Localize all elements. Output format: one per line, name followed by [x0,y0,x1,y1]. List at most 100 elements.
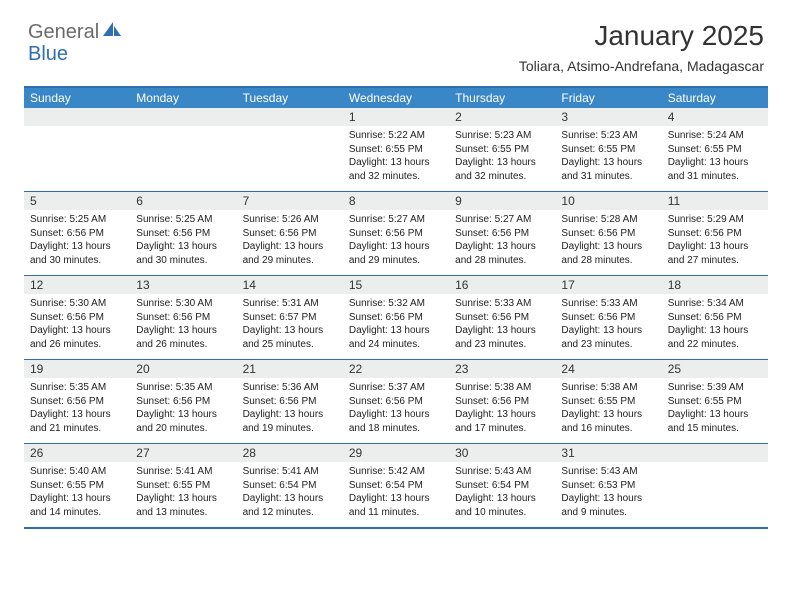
date-number: 1 [343,108,449,126]
daylight-line-1: Daylight: 13 hours [668,324,762,338]
daylight-line-1: Daylight: 13 hours [136,240,230,254]
sunset-line: Sunset: 6:55 PM [561,143,655,157]
sunset-line: Sunset: 6:54 PM [243,479,337,493]
day-cell: Sunrise: 5:30 AMSunset: 6:56 PMDaylight:… [130,294,236,359]
daylight-line-2: and 16 minutes. [561,422,655,436]
day-cell: Sunrise: 5:23 AMSunset: 6:55 PMDaylight:… [449,126,555,191]
day-cell [130,126,236,191]
sunrise-line: Sunrise: 5:38 AM [561,381,655,395]
sunset-line: Sunset: 6:56 PM [561,227,655,241]
sunset-line: Sunset: 6:56 PM [561,311,655,325]
sunrise-line: Sunrise: 5:33 AM [455,297,549,311]
day-cell: Sunrise: 5:35 AMSunset: 6:56 PMDaylight:… [24,378,130,443]
sunrise-line: Sunrise: 5:25 AM [136,213,230,227]
date-number [662,444,768,462]
sunset-line: Sunset: 6:54 PM [349,479,443,493]
sunset-line: Sunset: 6:55 PM [349,143,443,157]
date-number-row: 567891011 [24,192,768,210]
week-row: 19202122232425Sunrise: 5:35 AMSunset: 6:… [24,360,768,444]
day-cell: Sunrise: 5:35 AMSunset: 6:56 PMDaylight:… [130,378,236,443]
month-title: January 2025 [519,20,764,52]
daylight-line-2: and 23 minutes. [455,338,549,352]
date-number: 27 [130,444,236,462]
date-number: 10 [555,192,661,210]
daylight-line-2: and 32 minutes. [455,170,549,184]
daylight-line-1: Daylight: 13 hours [349,324,443,338]
week-row: 567891011Sunrise: 5:25 AMSunset: 6:56 PM… [24,192,768,276]
day-cell: Sunrise: 5:30 AMSunset: 6:56 PMDaylight:… [24,294,130,359]
logo-text-block: General Blue [28,20,123,66]
date-number: 24 [555,360,661,378]
sunrise-line: Sunrise: 5:41 AM [243,465,337,479]
sunset-line: Sunset: 6:56 PM [455,311,549,325]
sunrise-line: Sunrise: 5:27 AM [349,213,443,227]
date-number-row: 1234 [24,108,768,126]
date-number [24,108,130,126]
day-cell [24,126,130,191]
daylight-line-2: and 22 minutes. [668,338,762,352]
daylight-line-1: Daylight: 13 hours [30,492,124,506]
day-header: Thursday [449,88,555,108]
daylight-line-1: Daylight: 13 hours [30,324,124,338]
daylight-line-2: and 19 minutes. [243,422,337,436]
daylight-line-2: and 30 minutes. [30,254,124,268]
date-number: 12 [24,276,130,294]
date-number-row: 262728293031 [24,444,768,462]
week-row: 1234Sunrise: 5:22 AMSunset: 6:55 PMDayli… [24,108,768,192]
sunset-line: Sunset: 6:56 PM [136,395,230,409]
date-number: 22 [343,360,449,378]
daylight-line-2: and 28 minutes. [455,254,549,268]
daylight-line-2: and 24 minutes. [349,338,443,352]
sunset-line: Sunset: 6:56 PM [30,227,124,241]
daylight-line-2: and 11 minutes. [349,506,443,520]
daylight-line-2: and 26 minutes. [136,338,230,352]
day-cell: Sunrise: 5:29 AMSunset: 6:56 PMDaylight:… [662,210,768,275]
day-cell: Sunrise: 5:28 AMSunset: 6:56 PMDaylight:… [555,210,661,275]
daylight-line-1: Daylight: 13 hours [136,324,230,338]
sunset-line: Sunset: 6:56 PM [30,311,124,325]
date-number: 16 [449,276,555,294]
daylight-line-2: and 28 minutes. [561,254,655,268]
day-cell: Sunrise: 5:32 AMSunset: 6:56 PMDaylight:… [343,294,449,359]
day-cell: Sunrise: 5:42 AMSunset: 6:54 PMDaylight:… [343,462,449,527]
daylight-line-2: and 21 minutes. [30,422,124,436]
date-number: 2 [449,108,555,126]
day-cell: Sunrise: 5:37 AMSunset: 6:56 PMDaylight:… [343,378,449,443]
daylight-line-1: Daylight: 13 hours [561,240,655,254]
sunrise-line: Sunrise: 5:23 AM [455,129,549,143]
sunset-line: Sunset: 6:56 PM [455,395,549,409]
sunset-line: Sunset: 6:56 PM [243,395,337,409]
day-header: Friday [555,88,661,108]
week-row: 12131415161718Sunrise: 5:30 AMSunset: 6:… [24,276,768,360]
date-number: 17 [555,276,661,294]
date-number: 19 [24,360,130,378]
date-number: 8 [343,192,449,210]
sunset-line: Sunset: 6:56 PM [136,227,230,241]
day-header: Saturday [662,88,768,108]
sunrise-line: Sunrise: 5:32 AM [349,297,443,311]
daylight-line-2: and 9 minutes. [561,506,655,520]
daylight-line-1: Daylight: 13 hours [243,492,337,506]
daylight-line-1: Daylight: 13 hours [455,492,549,506]
daylight-line-1: Daylight: 13 hours [349,408,443,422]
daylight-line-1: Daylight: 13 hours [668,156,762,170]
sunrise-line: Sunrise: 5:40 AM [30,465,124,479]
daylight-line-1: Daylight: 13 hours [243,408,337,422]
daylight-line-2: and 15 minutes. [668,422,762,436]
sunset-line: Sunset: 6:56 PM [349,311,443,325]
day-header: Sunday [24,88,130,108]
day-cell: Sunrise: 5:27 AMSunset: 6:56 PMDaylight:… [343,210,449,275]
sunrise-line: Sunrise: 5:41 AM [136,465,230,479]
daylight-line-1: Daylight: 13 hours [243,324,337,338]
date-number: 29 [343,444,449,462]
date-number: 21 [237,360,343,378]
sunset-line: Sunset: 6:57 PM [243,311,337,325]
daylight-line-2: and 32 minutes. [349,170,443,184]
sunset-line: Sunset: 6:56 PM [668,227,762,241]
day-cell: Sunrise: 5:41 AMSunset: 6:55 PMDaylight:… [130,462,236,527]
day-header: Tuesday [237,88,343,108]
sunset-line: Sunset: 6:56 PM [349,227,443,241]
day-cell: Sunrise: 5:31 AMSunset: 6:57 PMDaylight:… [237,294,343,359]
day-cell: Sunrise: 5:24 AMSunset: 6:55 PMDaylight:… [662,126,768,191]
sunrise-line: Sunrise: 5:36 AM [243,381,337,395]
